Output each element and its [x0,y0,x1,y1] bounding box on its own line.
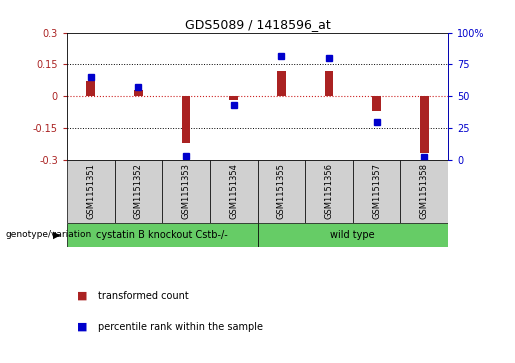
Bar [229,96,238,100]
Text: GSM1151352: GSM1151352 [134,163,143,219]
Bar [420,96,428,153]
Text: ■: ■ [77,322,88,332]
Title: GDS5089 / 1418596_at: GDS5089 / 1418596_at [184,19,331,32]
Bar [210,160,258,223]
Text: ■: ■ [77,291,88,301]
Bar [277,71,286,96]
Bar [258,160,305,223]
Text: GSM1151354: GSM1151354 [229,163,238,219]
Text: ▶: ▶ [53,230,60,240]
Text: GSM1151358: GSM1151358 [420,163,428,219]
Bar [372,96,381,111]
Bar [162,160,210,223]
Bar [182,96,191,143]
Text: GSM1151351: GSM1151351 [87,163,95,219]
Bar [324,71,333,96]
Bar [258,223,448,247]
Text: GSM1151353: GSM1151353 [182,163,191,219]
Text: GSM1151355: GSM1151355 [277,163,286,219]
Bar [114,160,162,223]
Bar [67,223,258,247]
Bar [87,81,95,96]
Text: wild type: wild type [331,230,375,240]
Text: genotype/variation: genotype/variation [5,231,91,240]
Text: percentile rank within the sample: percentile rank within the sample [98,322,263,332]
Bar [353,160,401,223]
Text: cystatin B knockout Cstb-/-: cystatin B knockout Cstb-/- [96,230,228,240]
Text: GSM1151357: GSM1151357 [372,163,381,219]
Text: transformed count: transformed count [98,291,188,301]
Bar [305,160,353,223]
Bar [401,160,448,223]
Text: GSM1151356: GSM1151356 [324,163,333,219]
Bar [134,90,143,96]
Bar [67,160,115,223]
